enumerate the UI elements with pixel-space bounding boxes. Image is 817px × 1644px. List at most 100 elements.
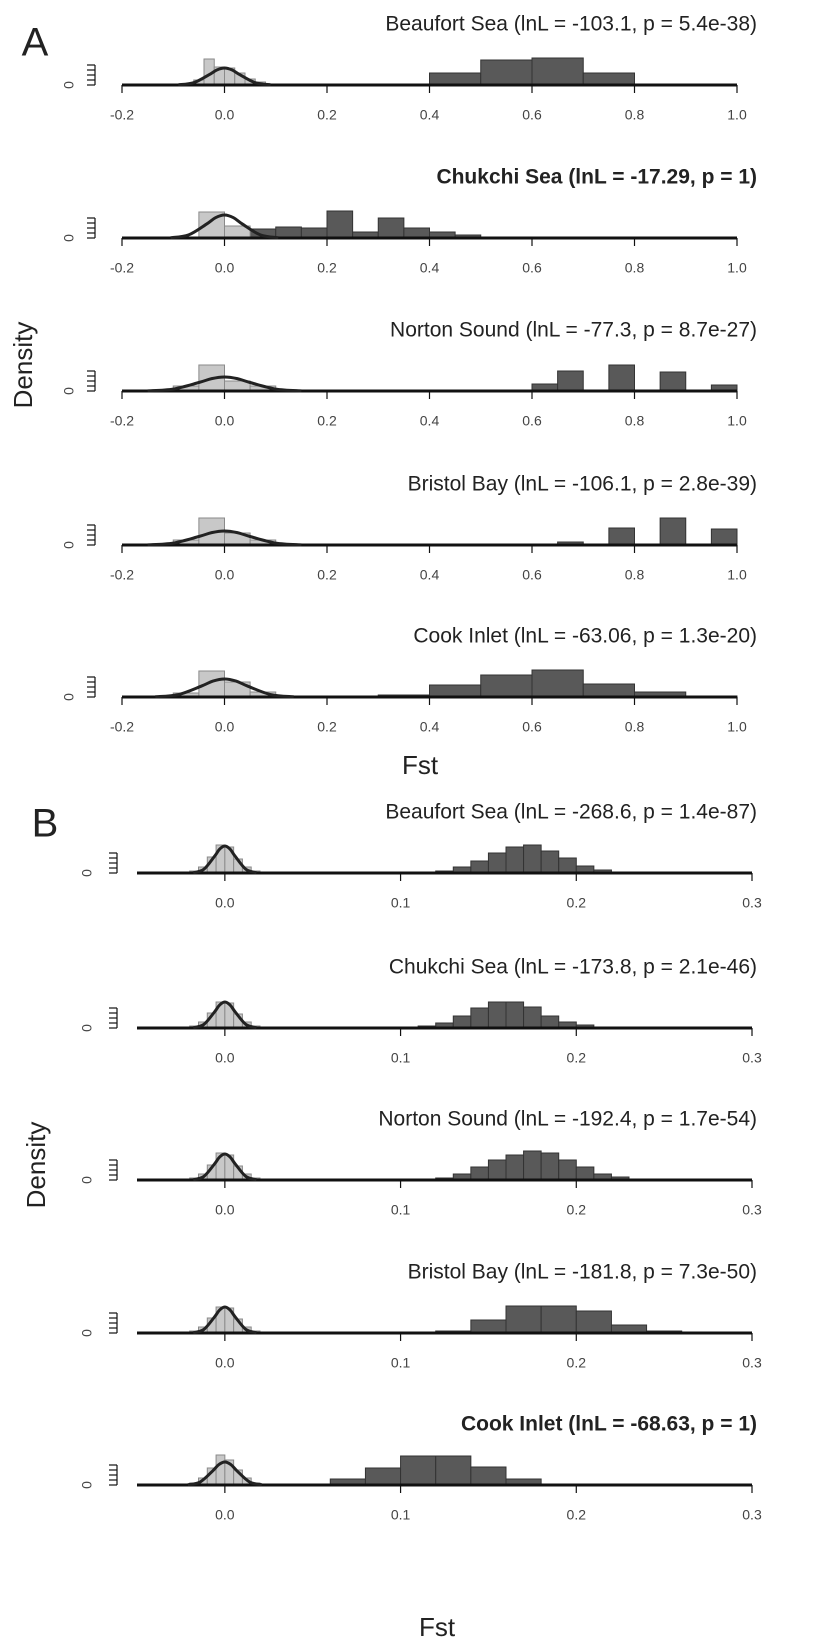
- x-tick-label: -0.2: [110, 413, 134, 429]
- histogram-bar: [540, 1152, 560, 1181]
- x-tick-label: 0.0: [215, 413, 235, 429]
- x-tick-label: 0.3: [742, 1050, 762, 1066]
- histogram-bar: [470, 1319, 507, 1334]
- panel-label: A: [22, 21, 49, 65]
- x-tick-label: 0.6: [522, 260, 542, 276]
- histogram-bar: [480, 59, 533, 86]
- x-tick-label: 0.0: [215, 895, 235, 911]
- histogram-bar: [531, 669, 584, 698]
- histogram-bar: [470, 860, 489, 874]
- x-tick-label: 0.0: [215, 1202, 235, 1218]
- x-tick-label: 0.0: [215, 1050, 235, 1066]
- x-tick-label: 0.4: [420, 260, 440, 276]
- x-tick-label: 0.2: [567, 1050, 587, 1066]
- x-tick-label: -0.2: [110, 107, 134, 123]
- fit-curve: [170, 213, 279, 240]
- x-tick-label: 1.0: [727, 107, 747, 123]
- histogram-bar: [558, 1159, 577, 1181]
- y-tick-label: 0: [79, 1176, 95, 1184]
- y-axis-label: Density: [8, 322, 38, 409]
- histogram-bar: [608, 527, 635, 546]
- x-axis-label: Fst: [402, 750, 439, 780]
- histogram-bar: [608, 364, 635, 392]
- histogram-bar: [364, 1467, 402, 1486]
- histogram-bar: [487, 852, 507, 874]
- y-tick-label: 0: [79, 1024, 95, 1032]
- histogram-bar: [470, 1007, 489, 1029]
- x-tick-label: 0.0: [215, 719, 235, 735]
- chart-title: Bristol Bay (lnL = -181.8, p = 7.3e-50): [408, 1261, 757, 1284]
- histogram-bar: [540, 850, 560, 874]
- x-tick-label: 0.1: [391, 1507, 411, 1523]
- histogram-bar: [505, 1154, 525, 1181]
- x-tick-label: 0.0: [215, 107, 235, 123]
- x-tick-label: 0.2: [317, 260, 337, 276]
- x-tick-label: 0.4: [420, 719, 440, 735]
- x-axis-label: Fst: [419, 1612, 456, 1642]
- x-tick-label: 0.2: [567, 1202, 587, 1218]
- histogram-bar: [429, 684, 482, 698]
- y-tick-label: 0: [79, 1481, 95, 1489]
- chart-title: Cook Inlet (lnL = -63.06, p = 1.3e-20): [413, 625, 757, 648]
- histogram-bar: [470, 1466, 507, 1486]
- x-tick-label: 0.8: [625, 260, 645, 276]
- panel-label: B: [32, 802, 59, 846]
- fit-curve: [192, 1305, 257, 1335]
- histogram-bar: [659, 517, 687, 546]
- histogram-bar: [435, 1455, 472, 1486]
- chart-title: Beaufort Sea (lnL = -268.6, p = 1.4e-87): [385, 801, 757, 824]
- y-tick-label: 0: [79, 1329, 95, 1337]
- histogram-bar: [505, 846, 525, 874]
- x-tick-label: 0.2: [317, 719, 337, 735]
- x-tick-label: -0.2: [110, 567, 134, 583]
- fit-curve: [147, 529, 302, 547]
- x-tick-label: 0.3: [742, 1202, 762, 1218]
- x-tick-label: 0.0: [215, 1507, 235, 1523]
- x-tick-label: 0.1: [391, 1355, 411, 1371]
- x-tick-label: 0.4: [420, 107, 440, 123]
- y-tick-label: 0: [61, 693, 77, 701]
- x-tick-label: 0.8: [625, 107, 645, 123]
- x-tick-label: 0.2: [567, 895, 587, 911]
- x-tick-label: 0.6: [522, 107, 542, 123]
- x-tick-label: 0.2: [567, 1507, 587, 1523]
- chart-title: Norton Sound (lnL = -77.3, p = 8.7e-27): [390, 319, 757, 342]
- histogram-bar: [582, 72, 635, 86]
- histogram-bar: [452, 1015, 472, 1029]
- x-tick-label: -0.2: [110, 719, 134, 735]
- histogram-bar: [487, 1001, 507, 1029]
- chart-title: Norton Sound (lnL = -192.4, p = 1.7e-54): [378, 1108, 757, 1131]
- x-tick-label: 0.6: [522, 413, 542, 429]
- x-tick-label: 0.2: [317, 567, 337, 583]
- histogram-bar: [377, 217, 405, 239]
- chart-title: Cook Inlet (lnL = -68.63, p = 1): [461, 1413, 757, 1436]
- histogram-bar: [523, 844, 542, 874]
- x-tick-label: 0.8: [625, 413, 645, 429]
- histogram-bar: [558, 857, 577, 874]
- x-tick-label: 0.4: [420, 413, 440, 429]
- x-tick-label: 0.6: [522, 719, 542, 735]
- x-tick-label: 1.0: [727, 567, 747, 583]
- x-tick-label: 0.2: [317, 413, 337, 429]
- fit-curve: [192, 1000, 257, 1030]
- y-tick-label: 0: [61, 387, 77, 395]
- histogram-bar: [480, 674, 533, 698]
- x-tick-label: 0.1: [391, 1202, 411, 1218]
- chart-title: Beaufort Sea (lnL = -103.1, p = 5.4e-38): [385, 13, 757, 36]
- histogram-bar: [487, 1159, 507, 1181]
- histogram-bar: [659, 371, 687, 392]
- x-tick-label: 0.8: [625, 567, 645, 583]
- fit-curve: [155, 677, 294, 699]
- fit-curve: [147, 375, 302, 393]
- x-tick-label: 0.2: [317, 107, 337, 123]
- histogram-bar: [582, 683, 635, 698]
- histogram-bar: [523, 1006, 542, 1029]
- fit-curve: [192, 844, 257, 875]
- x-tick-label: 0.1: [391, 895, 411, 911]
- histogram-bar: [470, 1166, 489, 1181]
- x-tick-label: 0.0: [215, 1355, 235, 1371]
- x-tick-label: 0.0: [215, 260, 235, 276]
- histogram-bar: [215, 1454, 226, 1486]
